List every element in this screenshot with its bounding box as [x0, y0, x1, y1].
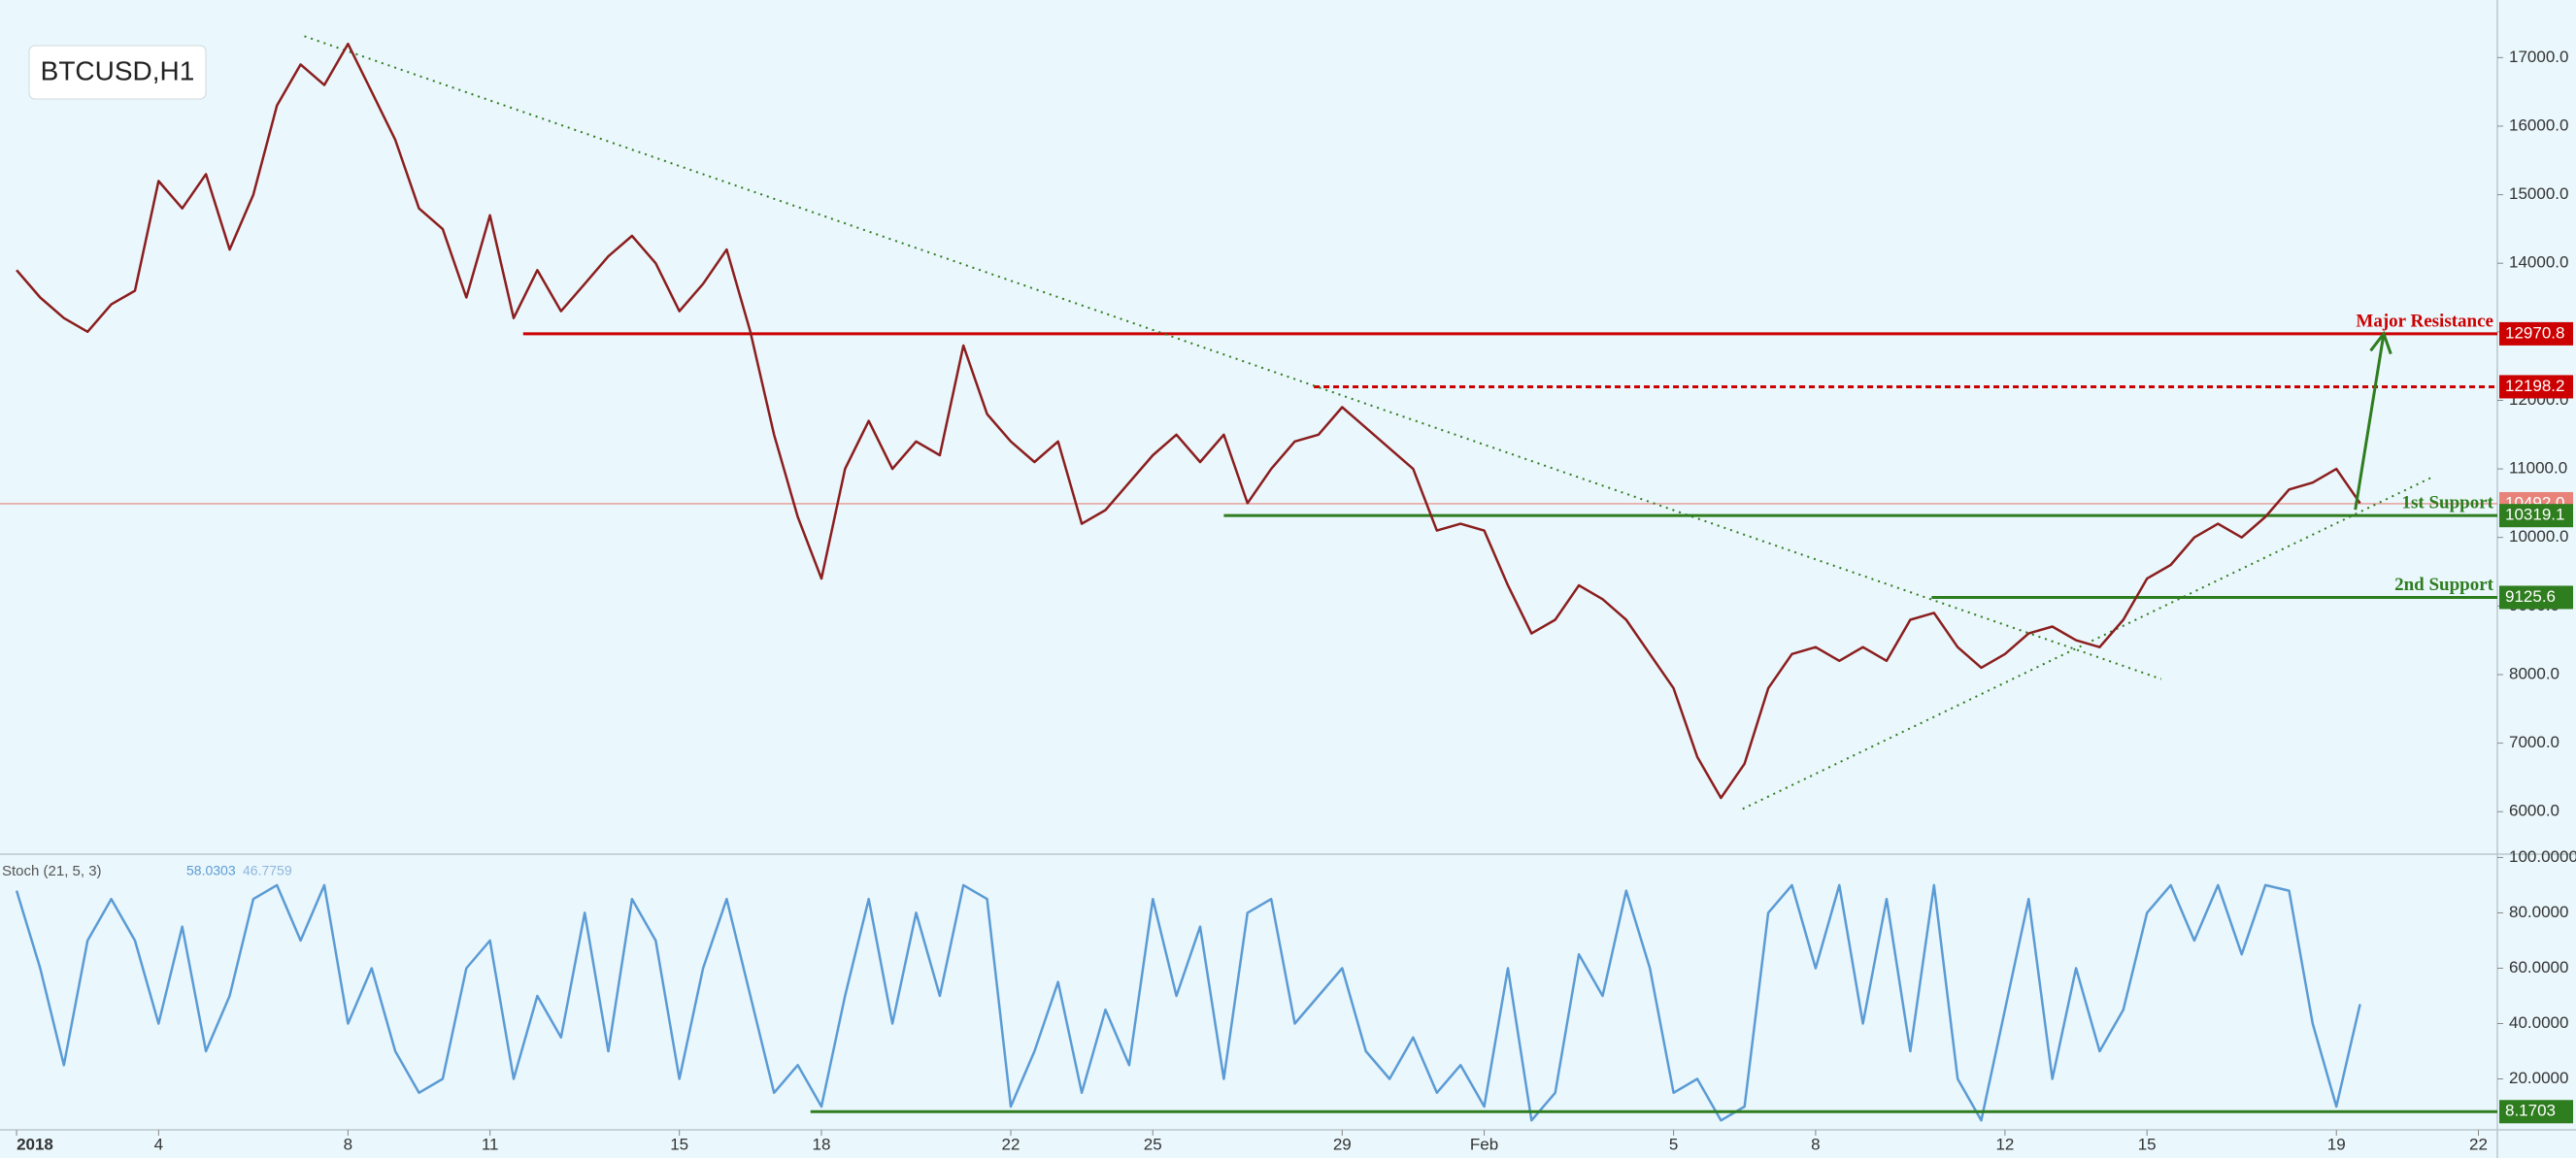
level-name: 1st Support: [2402, 493, 2494, 513]
x-tick-label: 8: [344, 1135, 352, 1153]
level-label-bg: [2499, 585, 2573, 610]
x-tick-label: 2018: [17, 1135, 53, 1153]
stoch-readout: 58.0303: [186, 863, 236, 878]
arrow-head: [2369, 330, 2392, 355]
x-tick-label: 11: [482, 1135, 499, 1153]
level-label-bg: [2499, 504, 2573, 528]
x-tick-label: 8: [1811, 1135, 1820, 1153]
level-label: 12198.2: [2505, 377, 2564, 395]
x-tick-label: 18: [812, 1135, 830, 1153]
y-tick-label: 60.0000: [2509, 958, 2568, 976]
level-label: 12970.8: [2505, 323, 2564, 342]
y-tick-label: 80.0000: [2509, 903, 2568, 921]
level-label: 8.1703: [2505, 1102, 2556, 1120]
level-label: 9125.6: [2505, 587, 2556, 606]
x-tick-label: 29: [1333, 1135, 1352, 1153]
level-label-bg: [2499, 321, 2573, 346]
x-tick-label: 22: [1002, 1135, 1020, 1153]
y-tick-label: 7000.0: [2509, 733, 2559, 751]
x-tick-label: 15: [670, 1135, 688, 1153]
x-tick-label: 15: [2138, 1135, 2157, 1153]
stoch-name: Stoch (21, 5, 3): [2, 863, 102, 879]
title-box: [28, 45, 207, 100]
x-tick-label: 4: [154, 1135, 163, 1153]
x-tick-label: 12: [1995, 1135, 2014, 1153]
y-tick-label: 8000.0: [2509, 664, 2559, 682]
level-label-bg: [2499, 1100, 2573, 1124]
y-tick-label: 14000.0: [2509, 253, 2568, 272]
arrow: [2354, 333, 2386, 511]
x-tick-label: 22: [2469, 1135, 2488, 1153]
trendline: [304, 35, 2162, 680]
x-tick-label: Feb: [1470, 1135, 1498, 1153]
y-tick-label: 15000.0: [2509, 184, 2568, 203]
y-tick-label: 11000.0: [2509, 459, 2567, 478]
level-name: 2nd Support: [2394, 575, 2494, 595]
chart-title: BTCUSD,H1: [41, 55, 195, 85]
y-tick-label: 100.0000: [2509, 847, 2576, 866]
level-name: Major Resistance: [2356, 311, 2493, 331]
x-tick-label: 25: [1144, 1135, 1162, 1153]
stoch-readout: 46.7759: [243, 863, 292, 878]
x-tick-label: 19: [2327, 1135, 2346, 1153]
level-label-bg: [2499, 375, 2573, 399]
y-tick-label: 20.0000: [2509, 1069, 2568, 1087]
stoch-line: [15, 883, 2361, 1122]
y-tick-label: 17000.0: [2509, 48, 2568, 66]
price-line: [16, 42, 2361, 800]
y-tick-label: 16000.0: [2509, 116, 2568, 134]
y-tick-label: 40.0000: [2509, 1013, 2568, 1032]
level-label: 10319.1: [2505, 506, 2564, 524]
x-tick-label: 5: [1669, 1135, 1678, 1153]
y-tick-label: 6000.0: [2509, 802, 2559, 820]
y-tick-label: 10000.0: [2509, 527, 2568, 546]
